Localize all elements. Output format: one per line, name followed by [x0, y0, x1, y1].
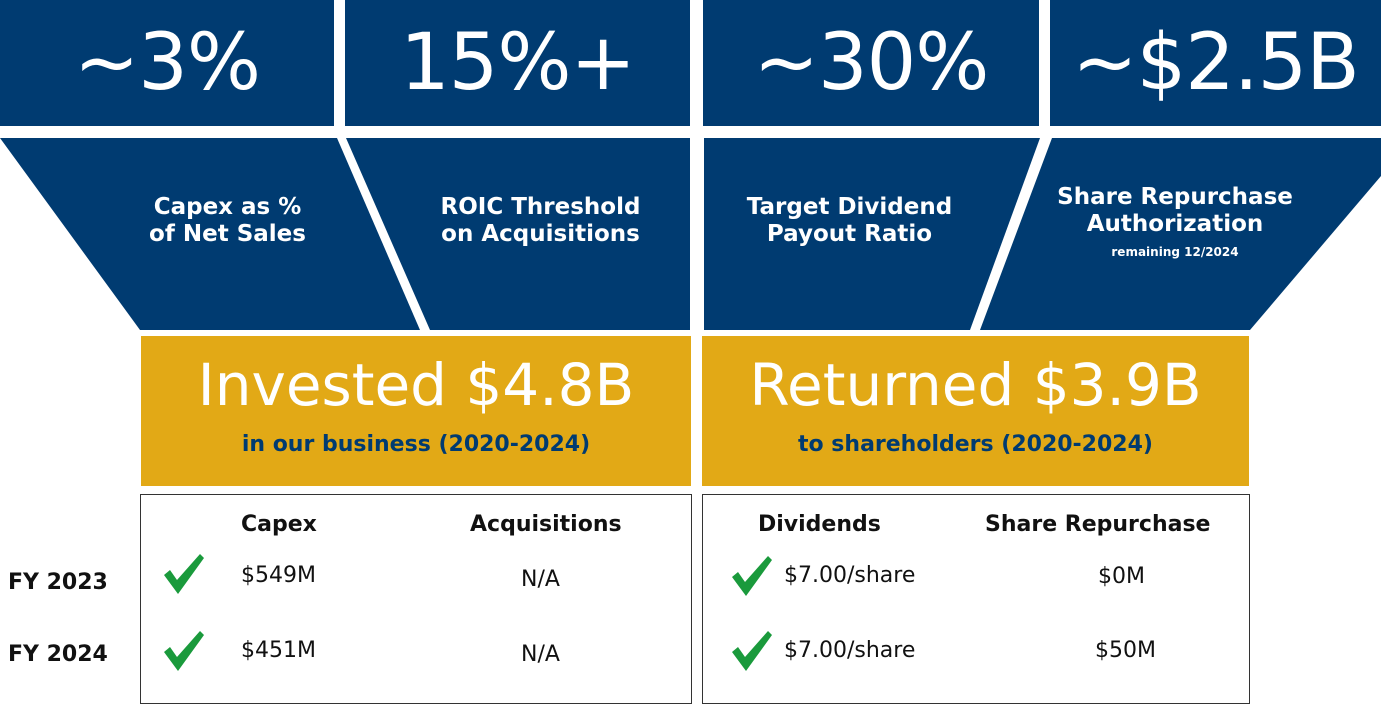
row-label-fy2024: FY 2024 [8, 642, 108, 667]
dividends-fy2024: $7.00/share [784, 638, 916, 663]
funnel-segment-roic [346, 138, 690, 330]
invested-summary: Invested $4.8B in our business (2020-202… [141, 336, 691, 486]
dividends-fy2023: $7.00/share [784, 563, 916, 588]
invested-headline: Invested $4.8B [197, 351, 635, 419]
checkmark-icon [732, 556, 772, 596]
label-capex: Capex as % of Net Sales [120, 194, 335, 248]
header-capex: Capex [241, 512, 317, 537]
returned-headline: Returned $3.9B [749, 351, 1202, 419]
label-capex-line1: Capex as % [153, 194, 302, 220]
repurchase-fy2023: $0M [1098, 564, 1145, 589]
row-label-fy2023: FY 2023 [8, 570, 108, 595]
repurchase-fy2024: $50M [1095, 638, 1156, 663]
checkmark-icon [164, 554, 204, 594]
funnel-segment-repurchase [980, 138, 1381, 330]
label-roic-line2: on Acquisitions [441, 221, 640, 248]
funnel-segment-dividend [704, 138, 1040, 330]
returned-subline: to shareholders (2020-2024) [798, 431, 1153, 457]
label-roic-line1: ROIC Threshold [440, 194, 641, 220]
header-acquisitions: Acquisitions [470, 512, 622, 537]
label-repurchase-sublabel: remaining 12/2024 [1111, 245, 1239, 260]
stat-capex-percent: ~3% [0, 0, 334, 126]
checkmark-icon [732, 631, 772, 671]
label-repurchase-line2: Authorization [1086, 211, 1264, 238]
invested-subline: in our business (2020-2024) [241, 431, 591, 457]
header-dividends: Dividends [758, 512, 881, 537]
label-repurchase: Share Repurchase Authorization remaining… [1030, 184, 1320, 261]
returned-summary: Returned $3.9B to shareholders (2020-202… [702, 336, 1249, 486]
stat-repurchase-authorization: ~$2.5B [1050, 0, 1381, 126]
checkmark-icon [164, 631, 204, 671]
capex-fy2024: $451M [241, 638, 316, 663]
label-capex-line2: of Net Sales [149, 221, 306, 248]
label-roic: ROIC Threshold on Acquisitions [418, 194, 663, 248]
stat-roic-threshold: 15%+ [345, 0, 690, 126]
label-dividend-line2: Payout Ratio [766, 221, 933, 248]
returned-table [702, 494, 1250, 704]
label-dividend: Target Dividend Payout Ratio [722, 194, 977, 248]
funnel-segment-capex [0, 138, 420, 330]
header-share-repurchase: Share Repurchase [985, 512, 1211, 537]
acquisitions-fy2023: N/A [521, 567, 560, 592]
acquisitions-fy2024: N/A [521, 642, 560, 667]
capex-fy2023: $549M [241, 563, 316, 588]
label-dividend-line1: Target Dividend [746, 194, 953, 220]
invested-table [140, 494, 692, 704]
label-repurchase-line1: Share Repurchase [1057, 184, 1293, 210]
stat-dividend-payout: ~30% [703, 0, 1039, 126]
